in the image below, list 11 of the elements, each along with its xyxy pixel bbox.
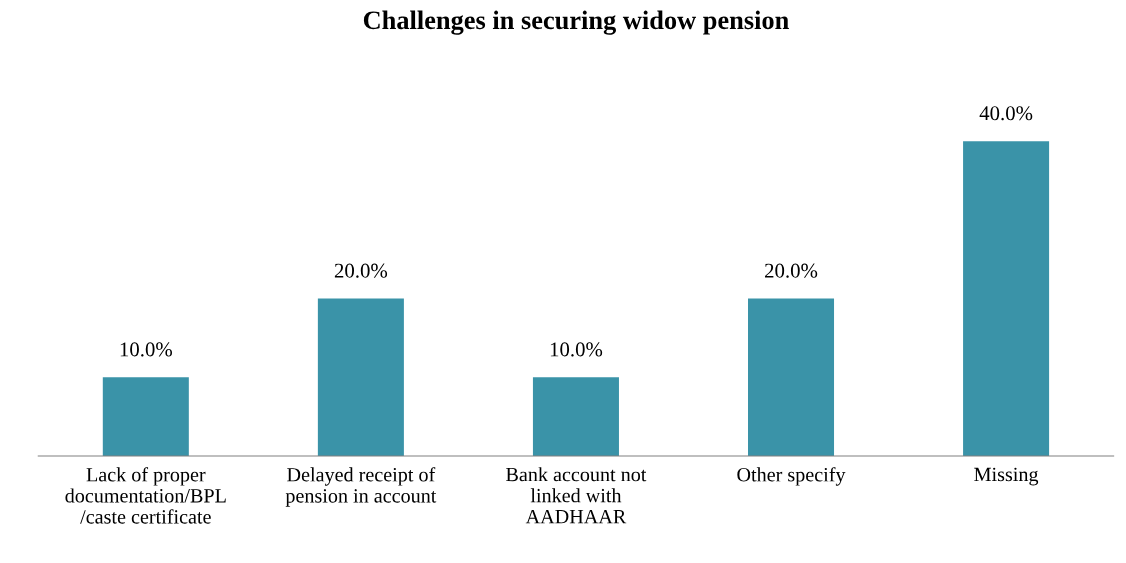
data-label: 20.0% (334, 263, 388, 278)
x-tick-label: Delayed receipt of pension in account (285, 467, 437, 507)
x-tick-label: Lack of proper documentation/BPL /caste certificate (65, 467, 226, 524)
x-tick-label: Other specify (737, 467, 846, 486)
data-label: 10.0% (120, 342, 173, 357)
data-label: 20.0% (765, 263, 818, 278)
x-tick-label: Missing (974, 467, 1039, 486)
data-label: 10.0% (550, 342, 603, 357)
x-tick-label: Bank account not linked with AADHAAR (506, 467, 647, 524)
chart-title: Challenges in securing widow pension (363, 10, 789, 35)
data-label: 40.0% (979, 106, 1033, 121)
